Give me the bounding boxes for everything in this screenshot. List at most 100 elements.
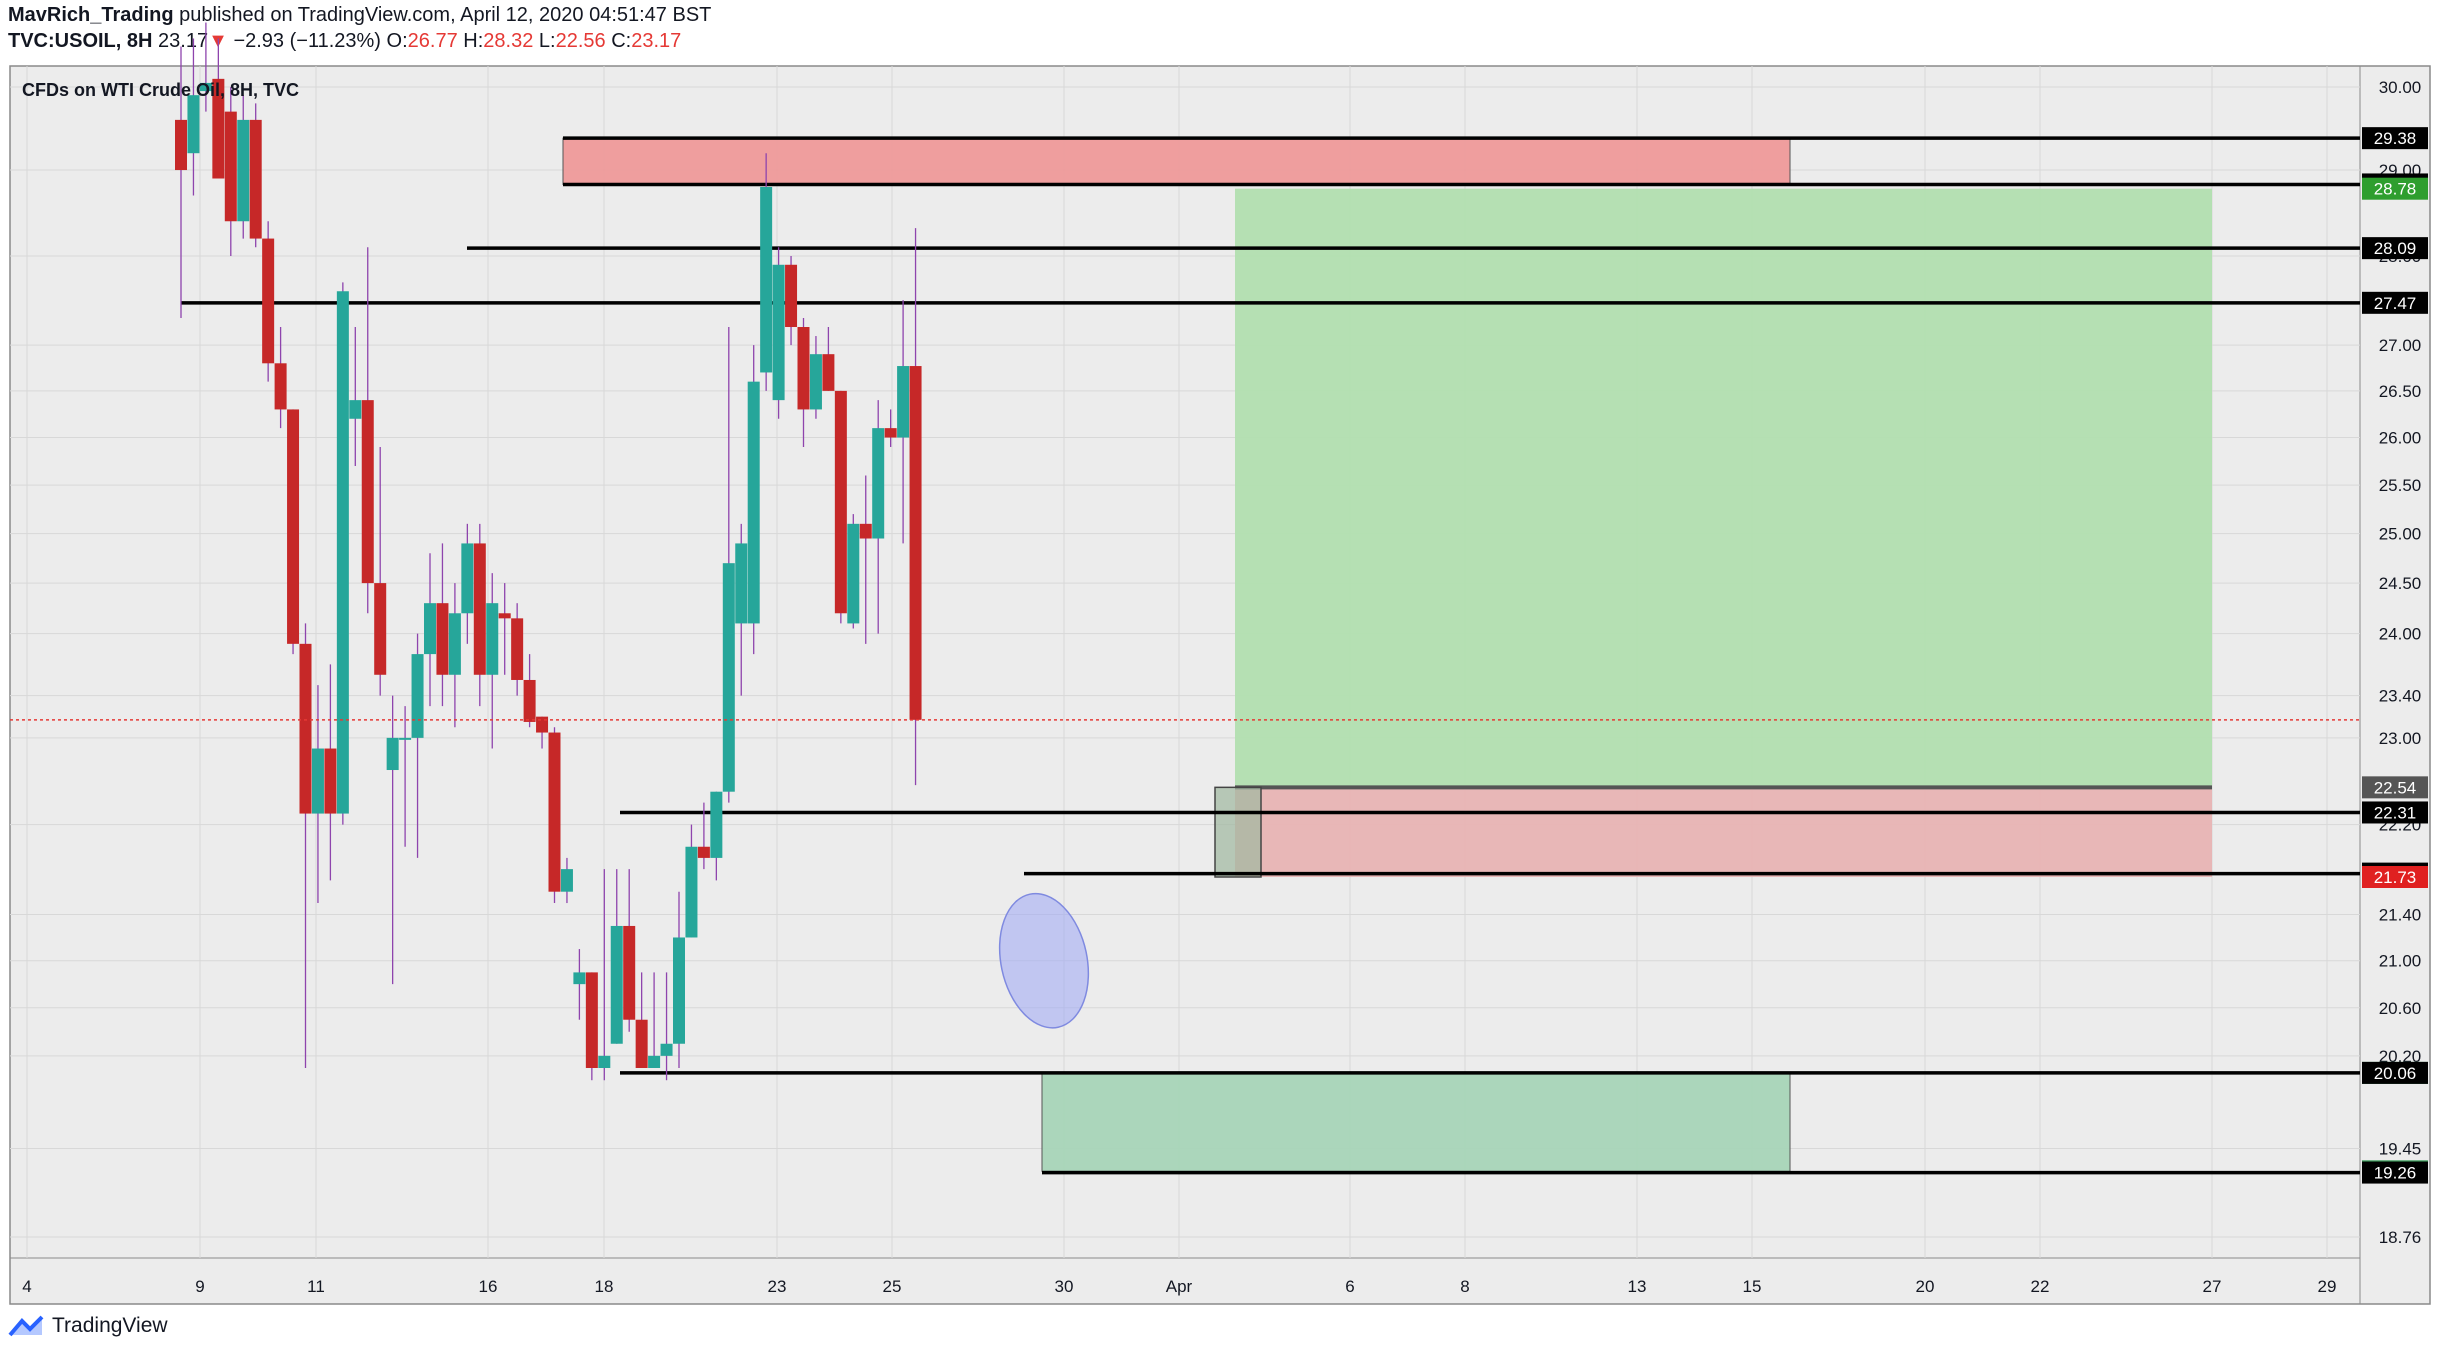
ohlc-legend: TVC:USOIL, 8H 23.17▼ −2.93 (−11.23%) O:2… <box>8 30 681 53</box>
candle-up <box>399 737 412 740</box>
long-profit-zone <box>1235 188 2212 788</box>
open-label: O: <box>386 30 408 52</box>
time-tick-label: 22 <box>2031 1277 2050 1296</box>
candle-down <box>473 543 486 675</box>
price-label-level <box>2362 291 2428 314</box>
price-label-level <box>2362 237 2428 260</box>
candle-up <box>872 428 885 539</box>
price-tick-label: 23.00 <box>2379 729 2422 748</box>
candle-down <box>511 618 524 680</box>
price-tick-label: 21.40 <box>2379 905 2422 924</box>
tradingview-brand[interactable]: TradingView <box>8 1314 168 1338</box>
levels-layer <box>181 136 2360 1175</box>
candle-up <box>424 603 436 655</box>
candle-up <box>560 869 573 892</box>
candle-up <box>897 366 910 438</box>
candle-up <box>187 95 200 154</box>
candle-up <box>685 846 698 938</box>
open-value: 26.77 <box>407 30 458 52</box>
candle-down <box>374 583 387 675</box>
price-label-text: 21.73 <box>2374 868 2417 887</box>
long-stop-zone <box>1235 787 2212 877</box>
candle-down <box>224 111 237 222</box>
candle-up <box>336 291 349 814</box>
price-axis[interactable]: 30.0029.0028.0027.0026.5026.0025.5025.00… <box>2362 78 2428 1247</box>
candle-up <box>349 400 362 419</box>
candle-down <box>585 972 598 1068</box>
candle-down <box>548 732 561 892</box>
candle-down <box>822 354 835 391</box>
candle-up <box>461 543 474 614</box>
time-tick-label: 15 <box>1743 1277 1762 1296</box>
price-label-text: 29.38 <box>2374 129 2417 148</box>
candle-up <box>448 613 461 675</box>
overlays-layer <box>10 719 2360 1029</box>
price-label-text: 27.47 <box>2374 294 2417 313</box>
price-tick-label: 27.00 <box>2379 336 2422 355</box>
candle-up <box>760 186 773 373</box>
time-tick-label: 8 <box>1460 1277 1469 1296</box>
price-label-text: 28.09 <box>2374 239 2417 258</box>
supply-zone <box>562 137 1791 185</box>
price-label-entry <box>2362 776 2428 799</box>
candle-up <box>809 354 822 410</box>
high-label: H: <box>463 30 484 52</box>
close-label: C: <box>611 30 632 52</box>
candle-up <box>722 563 735 792</box>
candle-down <box>436 603 449 675</box>
price-tick-label: 19.45 <box>2379 1140 2422 1159</box>
candle-up <box>847 523 860 624</box>
candle-down <box>498 613 511 619</box>
candle-down <box>249 119 262 239</box>
candle-down <box>635 1019 648 1068</box>
price-tick-label: 20.20 <box>2379 1047 2422 1066</box>
price-tick-label: 26.00 <box>2379 429 2422 448</box>
time-tick-label: 23 <box>768 1277 787 1296</box>
candle-down <box>859 523 872 539</box>
time-axis[interactable]: 4 9 11 16 18 23 25 30 Apr 6 8 13 15 20 22 27 29 <box>22 1277 2336 1296</box>
candle-down <box>909 366 922 720</box>
time-tick-label: Apr <box>1166 1277 1193 1296</box>
candle-down <box>175 119 187 171</box>
candle-up <box>648 1055 661 1068</box>
candle-up <box>311 748 324 814</box>
candle-down <box>262 238 275 364</box>
candle-up <box>673 937 685 1044</box>
candle-down <box>623 925 636 1020</box>
price-label-level <box>2362 1061 2428 1084</box>
publish-date: published on TradingView.com, April 12, … <box>179 4 712 26</box>
candle-down <box>834 390 847 614</box>
candle-up <box>772 264 785 401</box>
time-tick-label: 29 <box>2318 1277 2337 1296</box>
time-tick-label: 4 <box>22 1277 31 1296</box>
price-tick-label: 24.50 <box>2379 574 2422 593</box>
candle-up <box>610 925 623 1044</box>
price-label-level <box>2362 1161 2428 1184</box>
time-tick-label: 9 <box>195 1277 204 1296</box>
price-tick-label: 20.60 <box>2379 999 2422 1018</box>
price-tick-label: 30.00 <box>2379 78 2422 97</box>
candle-up <box>598 1055 611 1068</box>
author-name[interactable]: MavRich_Trading <box>8 4 174 26</box>
time-tick-label: 11 <box>307 1277 325 1296</box>
candle-up <box>660 1043 673 1056</box>
low-value: 22.56 <box>555 30 606 52</box>
candle-down <box>299 643 312 814</box>
candle-down <box>361 400 374 584</box>
candle-up <box>735 543 748 624</box>
price-change: −2.93 (−11.23%) <box>233 30 381 52</box>
highlight-ellipse <box>998 892 1090 1029</box>
tradingview-logo-icon <box>8 1315 44 1337</box>
price-label-stop <box>2362 865 2428 888</box>
time-tick-label: 25 <box>883 1277 902 1296</box>
price-tick-label: 18.76 <box>2379 1228 2422 1247</box>
candle-down <box>884 428 897 438</box>
candle-down <box>324 748 337 814</box>
time-tick-label: 18 <box>595 1277 614 1296</box>
price-tick-label: 25.00 <box>2379 525 2422 544</box>
time-tick-label: 30 <box>1055 1277 1074 1296</box>
price-label-level <box>2362 801 2428 824</box>
last-price: 23.17 <box>158 30 209 52</box>
candle-up <box>573 972 586 985</box>
